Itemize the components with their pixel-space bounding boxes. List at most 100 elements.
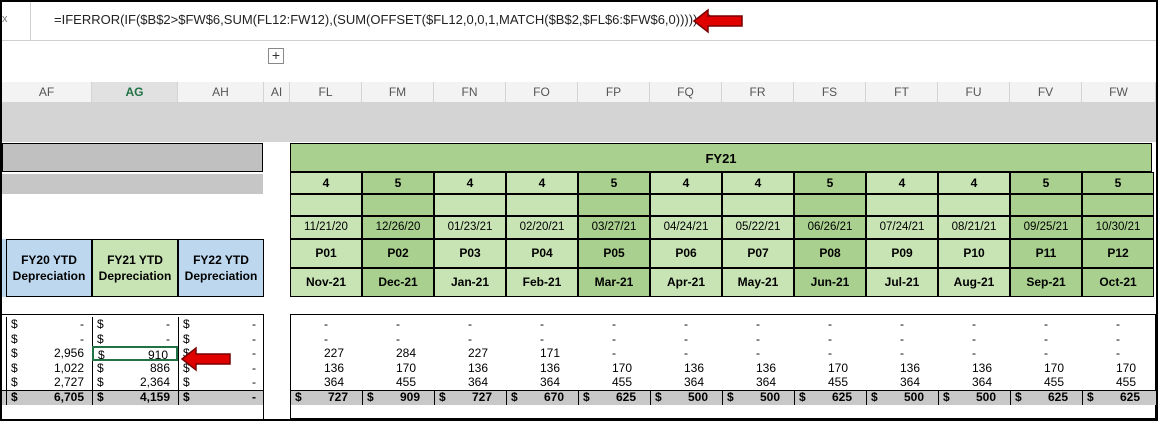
ytd-cell[interactable]: $ - (178, 360, 264, 376)
monthly-cell[interactable]: - (1010, 332, 1082, 347)
monthly-cell[interactable]: - (578, 317, 650, 332)
monthly-cell[interactable]: - (722, 317, 794, 332)
monthly-cell[interactable]: $625 (1010, 390, 1082, 405)
monthly-cell[interactable]: 170 (362, 361, 434, 376)
monthly-cell[interactable]: - (290, 332, 362, 347)
monthly-cell[interactable]: - (938, 317, 1010, 332)
ytd-cell[interactable]: $ - (178, 317, 264, 332)
monthly-cell[interactable]: 136 (290, 361, 362, 376)
monthly-cell[interactable]: $500 (722, 390, 794, 405)
monthly-cell[interactable]: $500 (866, 390, 938, 405)
column-header-fp[interactable]: FP (578, 82, 650, 103)
column-header-fw[interactable]: FW (1082, 82, 1156, 103)
monthly-cell[interactable]: 455 (1082, 375, 1154, 390)
monthly-cell[interactable]: - (434, 332, 506, 347)
ytd-cell[interactable]: $910 (92, 346, 178, 361)
ytd-cell[interactable]: $ - (178, 331, 264, 347)
ytd-cell[interactable]: $ - (178, 375, 264, 390)
monthly-cell[interactable]: $500 (650, 390, 722, 405)
column-header-ft[interactable]: FT (866, 82, 938, 103)
ytd-cell[interactable]: $ - (92, 317, 178, 332)
monthly-cell[interactable]: $625 (794, 390, 866, 405)
monthly-cell[interactable]: - (506, 332, 578, 347)
monthly-cell[interactable]: 227 (290, 346, 362, 361)
ytd-cell[interactable]: $4,159 (92, 390, 178, 405)
column-header-fs[interactable]: FS (794, 82, 866, 103)
monthly-cell[interactable]: 364 (506, 375, 578, 390)
monthly-cell[interactable]: 136 (866, 361, 938, 376)
ytd-cell[interactable]: $6,705 (6, 390, 92, 405)
ytd-cell[interactable]: $ - (178, 346, 264, 361)
column-header-fn[interactable]: FN (434, 82, 506, 103)
monthly-cell[interactable]: - (650, 346, 722, 361)
monthly-cell[interactable]: - (722, 346, 794, 361)
monthly-cell[interactable]: - (1082, 346, 1154, 361)
monthly-cell[interactable]: - (722, 332, 794, 347)
monthly-cell[interactable]: - (1010, 317, 1082, 332)
monthly-cell[interactable]: 364 (866, 375, 938, 390)
ytd-cell[interactable]: $ - (92, 331, 178, 347)
monthly-cell[interactable]: - (866, 317, 938, 332)
monthly-cell[interactable]: - (866, 346, 938, 361)
monthly-cell[interactable]: 364 (290, 375, 362, 390)
column-header-fo[interactable]: FO (506, 82, 578, 103)
monthly-cell[interactable]: 136 (506, 361, 578, 376)
monthly-cell[interactable]: 136 (650, 361, 722, 376)
monthly-cell[interactable]: 455 (1010, 375, 1082, 390)
monthly-cell[interactable]: 227 (434, 346, 506, 361)
monthly-cell[interactable]: 364 (938, 375, 1010, 390)
column-header-fu[interactable]: FU (938, 82, 1010, 103)
ytd-cell[interactable]: $2,956 (6, 346, 92, 361)
column-header-fl[interactable]: FL (290, 82, 362, 103)
ytd-cell[interactable]: $2,364 (92, 375, 178, 390)
ytd-cell[interactable]: $ - (6, 317, 92, 332)
column-header-fr[interactable]: FR (722, 82, 794, 103)
column-header-fm[interactable]: FM (362, 82, 434, 103)
column-header-fv[interactable]: FV (1010, 82, 1082, 103)
monthly-cell[interactable]: 170 (1082, 361, 1154, 376)
ytd-cell[interactable]: $ - (178, 390, 264, 405)
monthly-cell[interactable]: 171 (506, 346, 578, 361)
monthly-cell[interactable]: $670 (506, 390, 578, 405)
ytd-cell[interactable]: $1,022 (6, 360, 92, 376)
monthly-cell[interactable]: 136 (938, 361, 1010, 376)
column-header-ag[interactable]: AG (92, 82, 178, 104)
monthly-cell[interactable]: 170 (578, 361, 650, 376)
monthly-cell[interactable]: - (290, 317, 362, 332)
monthly-cell[interactable]: - (362, 332, 434, 347)
ytd-cell[interactable]: $2,727 (6, 375, 92, 390)
column-header-ah[interactable]: AH (178, 82, 264, 103)
monthly-cell[interactable]: - (866, 332, 938, 347)
ytd-cell[interactable]: $ - (6, 331, 92, 347)
monthly-cell[interactable]: - (794, 317, 866, 332)
monthly-cell[interactable]: $727 (290, 390, 362, 405)
monthly-cell[interactable]: - (506, 317, 578, 332)
monthly-cell[interactable]: 170 (794, 361, 866, 376)
monthly-cell[interactable]: - (1082, 332, 1154, 347)
monthly-cell[interactable]: 170 (1010, 361, 1082, 376)
monthly-cell[interactable]: 455 (362, 375, 434, 390)
monthly-cell[interactable]: - (794, 346, 866, 361)
monthly-cell[interactable]: - (938, 332, 1010, 347)
monthly-cell[interactable]: - (794, 332, 866, 347)
monthly-cell[interactable]: $625 (1082, 390, 1154, 405)
expand-group-button[interactable]: + (268, 48, 284, 64)
monthly-cell[interactable]: $500 (938, 390, 1010, 405)
monthly-cell[interactable]: 136 (434, 361, 506, 376)
formula-bar-input[interactable]: =IFERROR(IF($B$2>$FW$6,SUM(FL12:FW12),(S… (54, 12, 713, 27)
monthly-cell[interactable]: $727 (434, 390, 506, 405)
monthly-cell[interactable]: - (938, 346, 1010, 361)
name-box-edge[interactable]: x (2, 2, 31, 40)
monthly-cell[interactable]: $909 (362, 390, 434, 405)
column-header-af[interactable]: AF (2, 82, 92, 103)
monthly-cell[interactable]: 455 (578, 375, 650, 390)
monthly-cell[interactable]: 455 (794, 375, 866, 390)
monthly-cell[interactable]: 284 (362, 346, 434, 361)
monthly-cell[interactable]: - (1010, 346, 1082, 361)
monthly-cell[interactable]: - (578, 346, 650, 361)
monthly-cell[interactable]: - (362, 317, 434, 332)
monthly-cell[interactable]: 136 (722, 361, 794, 376)
monthly-cell[interactable]: 364 (722, 375, 794, 390)
monthly-cell[interactable]: - (650, 332, 722, 347)
monthly-cell[interactable]: 364 (650, 375, 722, 390)
